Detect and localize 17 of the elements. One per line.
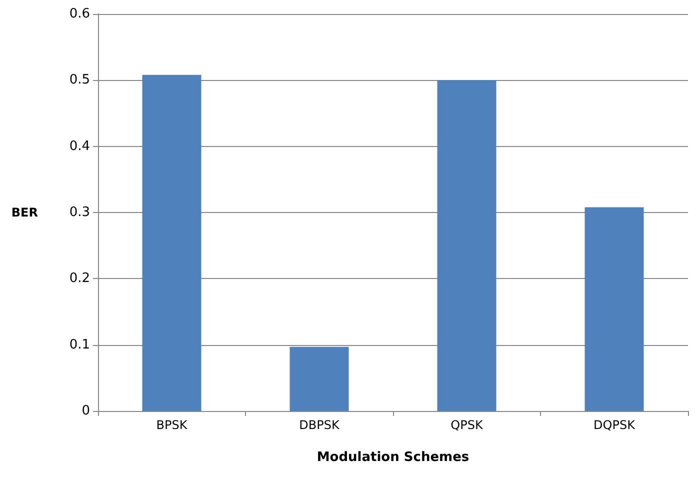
bar [142,74,202,411]
y-tick-label: 0.2 [69,271,90,286]
y-tick-label: 0.3 [69,205,90,220]
x-tick-label: BPSK [156,418,188,432]
y-tick-label: 0.5 [69,72,90,88]
bar [437,80,496,411]
x-tick-label: QPSK [450,418,484,432]
x-tick-label: DBPSK [299,418,340,432]
y-tick-label: 0.6 [69,6,90,22]
y-tick-label: 0.4 [69,138,90,154]
y-tick-label: 0 [82,404,90,418]
x-tick-label: DQPSK [594,418,636,432]
bar [290,346,349,411]
y-axis-title: BER [11,206,38,220]
bar [584,207,644,411]
y-tick-label: 0.1 [69,337,90,352]
x-axis-title: Modulation Schemes [316,450,470,465]
